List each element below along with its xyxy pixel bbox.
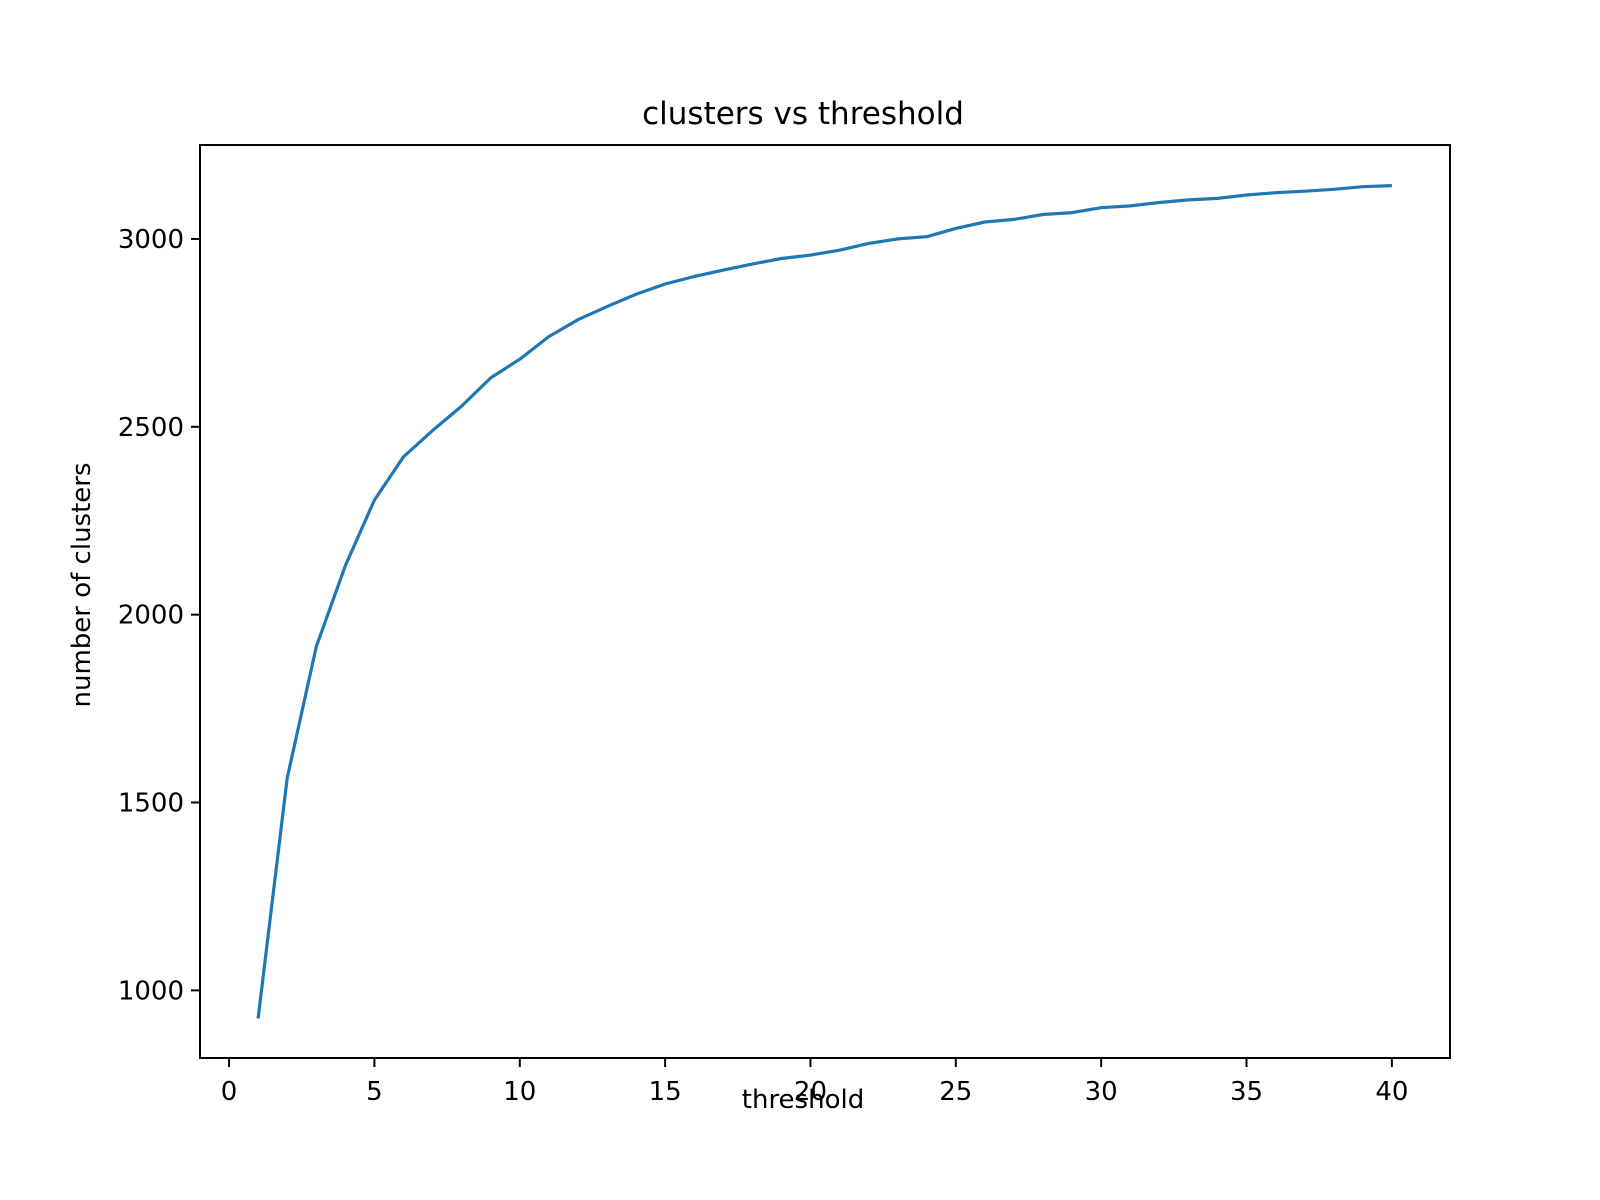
x-tick-label: 30 <box>1085 1077 1118 1107</box>
y-tick-label: 3000 <box>118 225 184 255</box>
y-axis-ticks: 1000 1500 2000 2500 3000 <box>118 225 200 1006</box>
x-tick-label: 15 <box>649 1077 682 1107</box>
chart-title: clusters vs threshold <box>642 96 964 132</box>
x-tick-label: 40 <box>1375 1077 1408 1107</box>
x-tick-label: 5 <box>366 1077 383 1107</box>
plot-frame <box>199 144 1451 1059</box>
y-tick-label: 1000 <box>118 976 184 1006</box>
y-tick-label: 2000 <box>118 601 184 631</box>
x-tick-label: 35 <box>1230 1077 1263 1107</box>
x-tick-label: 10 <box>503 1077 536 1107</box>
x-axis-ticks: 0 5 10 15 20 25 30 35 40 <box>221 1058 1408 1107</box>
x-tick-label: 25 <box>939 1077 972 1107</box>
x-axis-title: threshold <box>742 1085 864 1115</box>
plot-series <box>256 184 1392 1019</box>
y-axis-title: number of clusters <box>67 462 97 707</box>
y-tick-label: 2500 <box>118 413 184 443</box>
series-line <box>256 184 1392 1019</box>
x-tick-label: 0 <box>221 1077 238 1107</box>
y-tick-label: 1500 <box>118 789 184 819</box>
x-tick-label: 20 <box>794 1077 827 1107</box>
